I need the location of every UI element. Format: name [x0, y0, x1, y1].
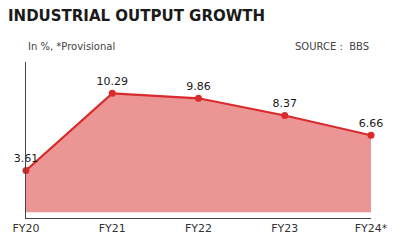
svg-text:FY22: FY22 [185, 222, 212, 235]
svg-text:3.61: 3.61 [14, 152, 39, 165]
svg-text:9.86: 9.86 [186, 80, 211, 93]
svg-text:INDUSTRIAL OUTPUT GROWTH: INDUSTRIAL OUTPUT GROWTH [8, 7, 265, 25]
svg-text:FY21: FY21 [99, 222, 126, 235]
svg-text:SOURCE : BBS: SOURCE : BBS [295, 41, 369, 52]
svg-text:8.37: 8.37 [273, 97, 298, 110]
svg-text:6.66: 6.66 [359, 117, 384, 130]
svg-text:FY20: FY20 [12, 222, 39, 235]
svg-text:In %, *Provisional: In %, *Provisional [28, 41, 115, 52]
svg-text:FY24*: FY24* [355, 222, 388, 235]
svg-text:10.29: 10.29 [97, 75, 129, 88]
svg-text:FY23: FY23 [271, 222, 298, 235]
